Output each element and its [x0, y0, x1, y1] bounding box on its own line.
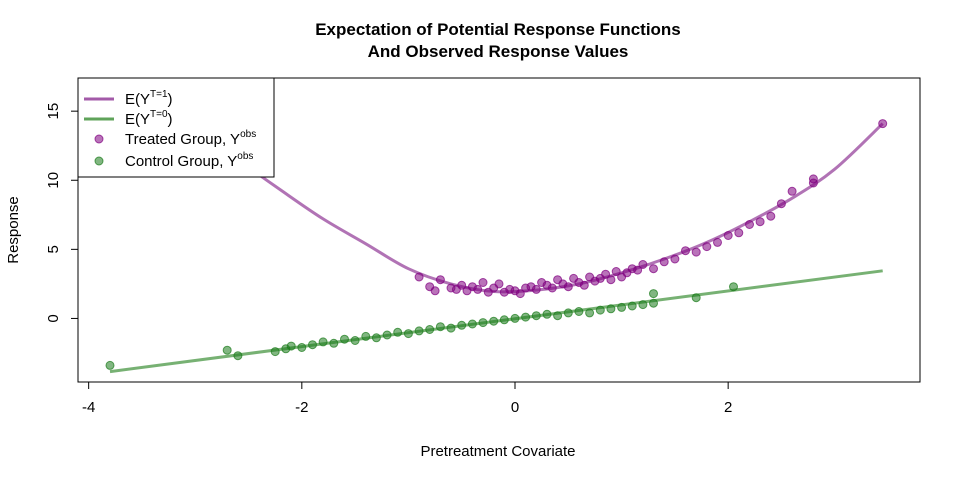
control-point: [691, 293, 701, 303]
treated-point: [611, 267, 621, 276]
x-tick-label: 2: [724, 399, 732, 416]
treated-point: [766, 211, 776, 221]
treated-point: [579, 280, 589, 290]
control-point: [553, 311, 563, 321]
control-point: [425, 325, 435, 334]
treated-point: [670, 254, 680, 264]
y-axis-label: Response: [5, 196, 22, 264]
legend: E(YT=1)E(YT=0)Treated Group, Yobs Control…: [77, 77, 275, 178]
control-point: [489, 316, 499, 326]
control-point: [382, 330, 392, 340]
treated-point: [478, 278, 488, 287]
control-point: [627, 301, 637, 311]
control-point: [457, 320, 467, 330]
treated-point: [878, 119, 888, 129]
treated-point: [787, 186, 797, 196]
control-point: [308, 340, 317, 350]
legend-box: [77, 77, 275, 178]
legend-label: E(YT=0): [125, 109, 173, 128]
legend-label: Control Group, Yobs: [125, 151, 253, 170]
control-point: [563, 308, 573, 318]
treated-point: [601, 269, 611, 279]
treated-point: [494, 279, 504, 289]
x-axis: -4 -2 0 2: [82, 381, 732, 416]
control-point: [606, 304, 616, 314]
control-point: [361, 331, 371, 341]
control-point: [499, 315, 509, 325]
control-point: [478, 318, 488, 328]
control-point: [105, 360, 115, 370]
control-point: [649, 298, 658, 308]
control-point: [350, 336, 360, 345]
points-group: [105, 119, 888, 370]
chart-title-line-2: And Observed Response Values: [368, 42, 629, 61]
y-tick-label: 15: [45, 103, 62, 120]
control-point: [297, 343, 307, 352]
control-point: [318, 337, 328, 347]
treated-point: [435, 275, 445, 285]
treated-point: [606, 275, 616, 285]
control-point: [531, 311, 541, 321]
control-point: [222, 345, 232, 355]
treated-point: [638, 260, 648, 269]
treated-point: [755, 217, 765, 227]
y-axis: 0 5 10 15: [45, 103, 79, 323]
treated-point: [808, 174, 818, 184]
treated-point: [414, 272, 424, 282]
control-point: [729, 282, 738, 292]
control-point: [617, 302, 627, 312]
control-point: [542, 309, 552, 319]
control-point: [595, 305, 605, 315]
treated-point: [681, 246, 690, 256]
control-point: [393, 327, 403, 337]
control-point: [270, 347, 280, 357]
control-point: [585, 308, 595, 318]
treated-point: [531, 284, 541, 294]
control-point: [403, 329, 413, 339]
control-point: [435, 322, 445, 332]
treated-point: [563, 282, 573, 292]
control-point: [286, 341, 296, 351]
chart-title-line-1: Expectation of Potential Response Functi…: [315, 20, 681, 39]
legend-point-swatch: [94, 134, 104, 144]
control-point: [467, 319, 477, 329]
x-tick-label: 0: [511, 399, 519, 416]
x-tick-label: -4: [82, 399, 95, 416]
y-tick-label: 0: [45, 314, 62, 322]
control-point: [649, 289, 658, 299]
treated-point: [713, 237, 722, 247]
treated-point: [776, 199, 786, 209]
control-point: [574, 307, 584, 316]
control-point: [414, 326, 424, 336]
control-point: [446, 323, 456, 333]
treated-point: [473, 284, 483, 294]
treated-point: [430, 286, 440, 296]
control-point: [521, 312, 531, 322]
x-tick-label: -2: [295, 399, 308, 416]
treated-point: [633, 265, 643, 275]
y-tick-label: 10: [45, 172, 62, 189]
y-tick-label: 5: [45, 245, 62, 253]
control-point: [233, 351, 243, 361]
treated-point: [659, 257, 669, 267]
treated-point: [723, 231, 733, 240]
legend-label: Treated Group, Yobs: [125, 129, 256, 148]
treated-point: [745, 220, 754, 229]
treated-point: [457, 280, 467, 290]
treated-point: [702, 242, 712, 252]
legend-label: E(YT=1): [125, 89, 173, 108]
control-point: [638, 300, 648, 310]
x-axis-label: Pretreatment Covariate: [420, 443, 575, 460]
treated-point: [691, 247, 701, 257]
treated-point: [734, 228, 744, 238]
treated-point: [649, 264, 658, 274]
control-point: [340, 334, 349, 344]
treated-point: [547, 283, 557, 293]
treated-point: [515, 289, 525, 299]
legend-point-swatch: [94, 156, 104, 166]
control-point: [510, 313, 520, 323]
control-point: [371, 333, 381, 343]
control-point: [329, 338, 339, 348]
